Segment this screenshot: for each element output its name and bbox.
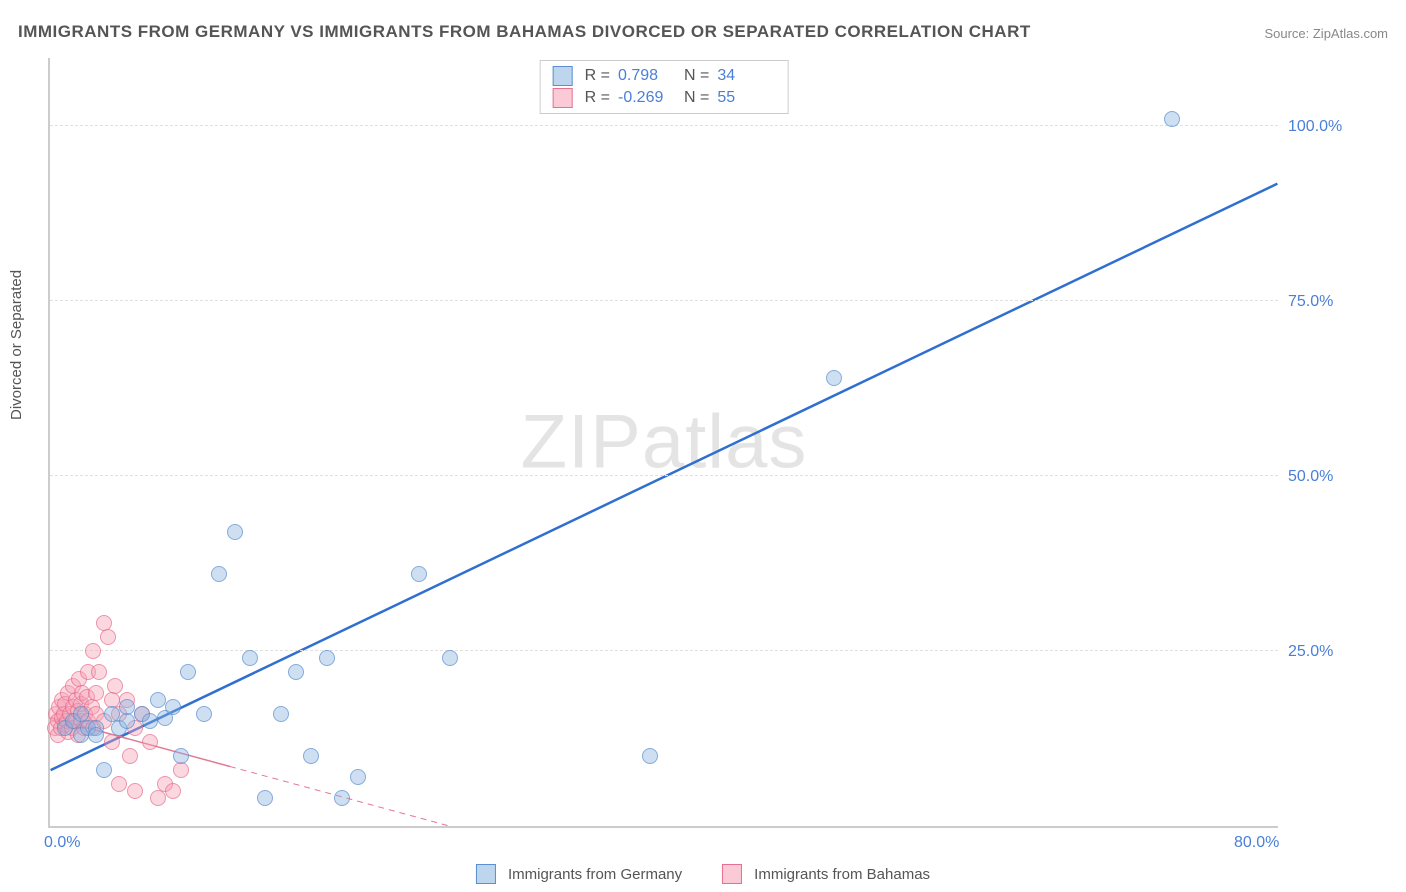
bottom-legend: Immigrants from Germany Immigrants from … bbox=[476, 864, 930, 884]
y-tick-label: 50.0% bbox=[1288, 468, 1360, 486]
data-point bbox=[273, 706, 289, 722]
data-point bbox=[350, 769, 366, 785]
data-point bbox=[91, 664, 107, 680]
legend-item-germany: Immigrants from Germany bbox=[476, 864, 682, 884]
data-point bbox=[173, 762, 189, 778]
data-point bbox=[196, 706, 212, 722]
data-point bbox=[142, 713, 158, 729]
gridline bbox=[50, 125, 1278, 126]
r-label: R = bbox=[585, 65, 610, 87]
data-point bbox=[107, 678, 123, 694]
legend-item-bahamas: Immigrants from Bahamas bbox=[722, 864, 930, 884]
r-label: R = bbox=[585, 87, 610, 109]
data-point bbox=[150, 692, 166, 708]
swatch-bahamas-icon bbox=[553, 88, 573, 108]
data-point bbox=[173, 748, 189, 764]
swatch-bahamas-icon bbox=[722, 864, 742, 884]
gridline bbox=[50, 475, 1278, 476]
data-point bbox=[165, 699, 181, 715]
n-label: N = bbox=[684, 87, 709, 109]
data-point bbox=[104, 734, 120, 750]
data-point bbox=[88, 685, 104, 701]
n-value-bahamas: 55 bbox=[717, 87, 775, 109]
data-point bbox=[442, 650, 458, 666]
swatch-germany-icon bbox=[476, 864, 496, 884]
gridline bbox=[50, 650, 1278, 651]
y-axis-label: Divorced or Separated bbox=[8, 270, 25, 420]
legend-label-germany: Immigrants from Germany bbox=[508, 866, 682, 883]
chart-plot-area: ZIPatlas R = 0.798 N = 34 R = -0.269 N =… bbox=[48, 58, 1278, 828]
swatch-germany-icon bbox=[553, 66, 573, 86]
data-point bbox=[100, 629, 116, 645]
x-tick-label: 80.0% bbox=[1234, 834, 1279, 852]
data-point bbox=[165, 783, 181, 799]
trend-lines-svg bbox=[50, 58, 1278, 826]
stats-row-bahamas: R = -0.269 N = 55 bbox=[553, 87, 776, 109]
legend-label-bahamas: Immigrants from Bahamas bbox=[754, 866, 930, 883]
data-point bbox=[227, 524, 243, 540]
stats-row-germany: R = 0.798 N = 34 bbox=[553, 65, 776, 87]
data-point bbox=[119, 699, 135, 715]
data-point bbox=[150, 790, 166, 806]
data-point bbox=[122, 748, 138, 764]
gridline bbox=[50, 300, 1278, 301]
data-point bbox=[257, 790, 273, 806]
data-point bbox=[334, 790, 350, 806]
x-tick-label: 0.0% bbox=[44, 834, 80, 852]
r-value-germany: 0.798 bbox=[618, 65, 676, 87]
data-point bbox=[142, 734, 158, 750]
n-value-germany: 34 bbox=[717, 65, 775, 87]
y-tick-label: 100.0% bbox=[1288, 118, 1360, 136]
y-tick-label: 75.0% bbox=[1288, 293, 1360, 311]
source-attribution: Source: ZipAtlas.com bbox=[1264, 26, 1388, 41]
data-point bbox=[127, 783, 143, 799]
data-point bbox=[119, 713, 135, 729]
data-point bbox=[1164, 111, 1180, 127]
data-point bbox=[111, 776, 127, 792]
data-point bbox=[411, 566, 427, 582]
y-tick-label: 25.0% bbox=[1288, 643, 1360, 661]
data-point bbox=[303, 748, 319, 764]
data-point bbox=[85, 643, 101, 659]
data-point bbox=[642, 748, 658, 764]
data-point bbox=[96, 762, 112, 778]
n-label: N = bbox=[684, 65, 709, 87]
data-point bbox=[288, 664, 304, 680]
data-point bbox=[319, 650, 335, 666]
data-point bbox=[826, 370, 842, 386]
chart-title: IMMIGRANTS FROM GERMANY VS IMMIGRANTS FR… bbox=[18, 22, 1031, 42]
r-value-bahamas: -0.269 bbox=[618, 87, 676, 109]
watermark: ZIPatlas bbox=[521, 399, 808, 486]
data-point bbox=[242, 650, 258, 666]
correlation-stats-box: R = 0.798 N = 34 R = -0.269 N = 55 bbox=[540, 60, 789, 114]
data-point bbox=[88, 727, 104, 743]
data-point bbox=[180, 664, 196, 680]
data-point bbox=[211, 566, 227, 582]
